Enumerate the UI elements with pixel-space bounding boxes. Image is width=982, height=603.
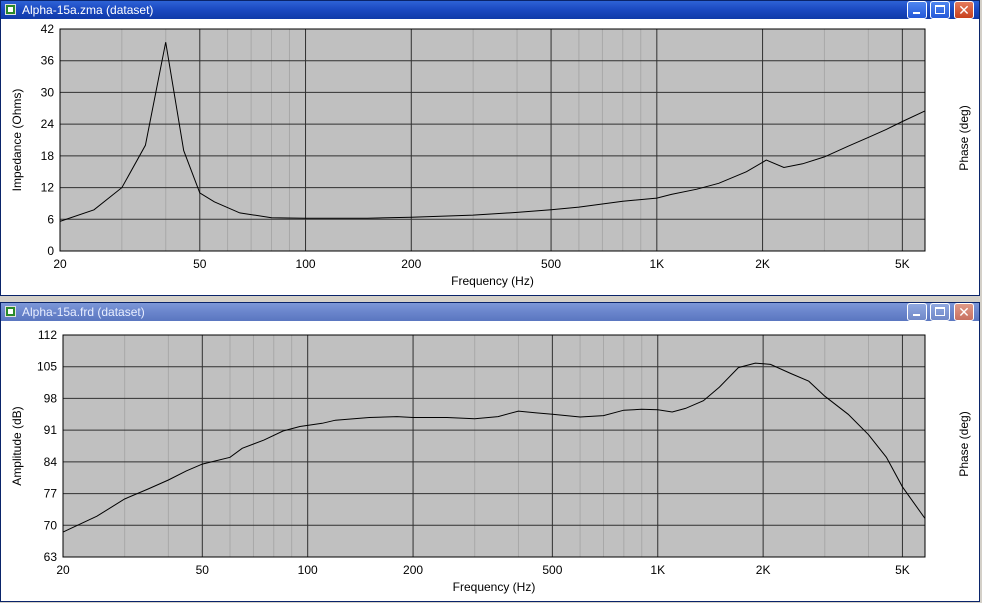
maximize-icon xyxy=(935,307,945,316)
close-button[interactable]: ✕ xyxy=(954,1,974,19)
series-line xyxy=(62,362,926,533)
amplitude-window[interactable]: Alpha-15a.frd (dataset) ✕ 20 50 100 200 500 1… xyxy=(0,302,980,602)
y-tick-label: 6 xyxy=(47,212,54,226)
y-tick-label: 12 xyxy=(41,181,55,195)
y-tick-label: 30 xyxy=(41,85,55,99)
y-tick-label: 24 xyxy=(41,117,55,131)
minimize-button[interactable] xyxy=(907,303,927,321)
window-title: Alpha-15a.frd (dataset) xyxy=(22,305,145,319)
x-tick-label: 50 xyxy=(196,563,210,577)
x-tick-label: 2K xyxy=(756,563,771,577)
x-tick-label: 5K xyxy=(895,257,910,271)
x-tick-label: 200 xyxy=(401,257,421,271)
y-axis-right-label: Phase (deg) xyxy=(957,411,971,476)
dataset-icon[interactable] xyxy=(5,4,16,15)
x-tick-label: 100 xyxy=(298,563,318,577)
y-tick-label: 36 xyxy=(41,54,55,68)
series-line xyxy=(59,42,926,222)
maximize-button[interactable] xyxy=(930,303,950,321)
x-tick-label: 50 xyxy=(193,257,207,271)
y-tick-label: 0 xyxy=(47,244,54,258)
y-tick-label: 98 xyxy=(44,391,58,405)
window-title: Alpha-15a.zma (dataset) xyxy=(22,3,154,17)
x-tick-label: 20 xyxy=(53,257,67,271)
x-tick-label: 100 xyxy=(296,257,316,271)
minor-gridlines xyxy=(121,29,869,251)
amplitude-window-titlebar[interactable]: Alpha-15a.frd (dataset) ✕ xyxy=(1,303,979,321)
close-icon: ✕ xyxy=(958,2,970,18)
x-tick-label: 500 xyxy=(541,257,561,271)
close-icon: ✕ xyxy=(958,304,970,320)
x-tick-label: 500 xyxy=(542,563,562,577)
y-tick-label: 77 xyxy=(44,487,58,501)
minor-gridlines xyxy=(124,335,870,557)
y-axis-right-label: Phase (deg) xyxy=(957,105,971,170)
y-tick-label: 42 xyxy=(41,22,55,36)
minimize-icon xyxy=(913,314,920,316)
impedance-window[interactable]: Alpha-15a.zma (dataset) ✕ 20 50 100 200 500 1… xyxy=(0,0,980,296)
y-tick-label: 63 xyxy=(44,550,58,564)
minimize-button[interactable] xyxy=(907,1,927,19)
x-tick-label: 200 xyxy=(403,563,423,577)
x-tick-label: 2K xyxy=(755,257,770,271)
amplitude-chart[interactable]: 20 50 100 200 500 1K 2K 5K 63 70 77 84 91 98 105 112 Fre… xyxy=(1,303,979,601)
x-tick-label: 5K xyxy=(895,563,910,577)
plot-frame xyxy=(62,334,926,558)
minimize-icon xyxy=(913,12,920,14)
plot-area[interactable] xyxy=(63,335,925,557)
x-axis-label: Frequency (Hz) xyxy=(451,274,534,288)
y-tick-label: 84 xyxy=(44,455,58,469)
x-axis-label: Frequency (Hz) xyxy=(453,580,536,594)
y-tick-label: 105 xyxy=(37,360,57,374)
close-button[interactable]: ✕ xyxy=(954,303,974,321)
plot-area[interactable] xyxy=(60,29,925,251)
y-axis-label: Impedance (Ohms) xyxy=(10,89,24,192)
x-tick-label: 1K xyxy=(649,257,664,271)
dataset-icon[interactable] xyxy=(5,306,16,317)
y-tick-label: 112 xyxy=(38,328,57,342)
impedance-chart[interactable]: 20 50 100 200 500 1K 2K 5K 0 6 12 18 24 30 36 42 Frequen… xyxy=(1,1,979,295)
maximize-icon xyxy=(935,5,945,14)
x-tick-label: 20 xyxy=(56,563,70,577)
y-tick-label: 70 xyxy=(44,518,58,532)
y-tick-label: 91 xyxy=(44,423,58,437)
y-tick-label: 18 xyxy=(41,149,55,163)
x-tick-label: 1K xyxy=(650,563,665,577)
impedance-window-titlebar[interactable]: Alpha-15a.zma (dataset) ✕ xyxy=(1,1,979,19)
plot-frame xyxy=(59,28,926,252)
maximize-button[interactable] xyxy=(930,1,950,19)
y-axis-label: Amplitude (dB) xyxy=(10,406,24,485)
